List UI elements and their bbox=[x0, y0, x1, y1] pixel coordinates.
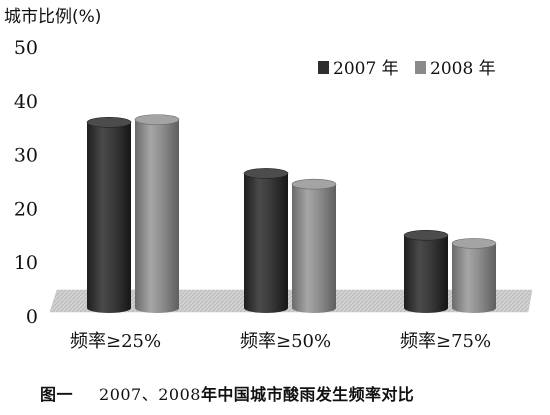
legend-label-2008: 2008 年 bbox=[430, 59, 496, 79]
legend-label-2007: 2007 年 bbox=[333, 59, 399, 79]
bar-2008-2 bbox=[451, 238, 497, 313]
bar-2007-0 bbox=[86, 117, 132, 313]
caption-years: 2007、2008 bbox=[99, 385, 201, 404]
caption-figure-number: 图一 bbox=[40, 385, 74, 404]
y-tick-label: 40 bbox=[14, 91, 38, 113]
bar-body bbox=[404, 235, 448, 313]
y-tick-label: 30 bbox=[14, 145, 38, 167]
caption-title: 年中国城市酸雨发生频率对比 bbox=[200, 385, 415, 404]
bar-top bbox=[451, 238, 497, 249]
y-axis-title: 城市比例(%) bbox=[4, 7, 101, 27]
bar-2008-1 bbox=[291, 178, 337, 313]
x-category-label: 频率≥50% bbox=[240, 331, 331, 352]
bar-2007-2 bbox=[403, 230, 449, 313]
legend-swatch-2007 bbox=[318, 61, 329, 74]
bar-2008-0 bbox=[134, 114, 180, 313]
bar-top bbox=[291, 178, 337, 190]
bar-body bbox=[292, 184, 336, 313]
bar-top bbox=[403, 230, 449, 241]
x-category-label: 频率≥75% bbox=[400, 331, 491, 352]
x-category-label: 频率≥25% bbox=[70, 331, 161, 352]
y-tick-label: 0 bbox=[26, 306, 38, 328]
y-tick-label: 10 bbox=[14, 252, 38, 274]
bar-top bbox=[86, 117, 132, 128]
bar-2007-1 bbox=[243, 168, 289, 313]
bar-top bbox=[243, 168, 289, 179]
legend-swatch-2008 bbox=[415, 61, 426, 74]
bar-body bbox=[87, 122, 131, 313]
figure-caption: 图一 2007、2008年中国城市酸雨发生频率对比 bbox=[40, 381, 540, 405]
y-tick-label: 20 bbox=[14, 198, 38, 220]
y-axis-ticks: 0 10 20 30 40 50 bbox=[14, 37, 38, 328]
bar-body bbox=[244, 173, 288, 313]
y-tick-label: 50 bbox=[14, 37, 38, 59]
bar-group bbox=[86, 114, 497, 313]
legend: 2007 年 2008 年 bbox=[318, 59, 496, 79]
bar-body bbox=[135, 119, 179, 313]
bar-top bbox=[134, 114, 180, 125]
x-axis-labels: 频率≥25% 频率≥50% 频率≥75% bbox=[70, 331, 491, 352]
bar-body bbox=[452, 243, 496, 313]
